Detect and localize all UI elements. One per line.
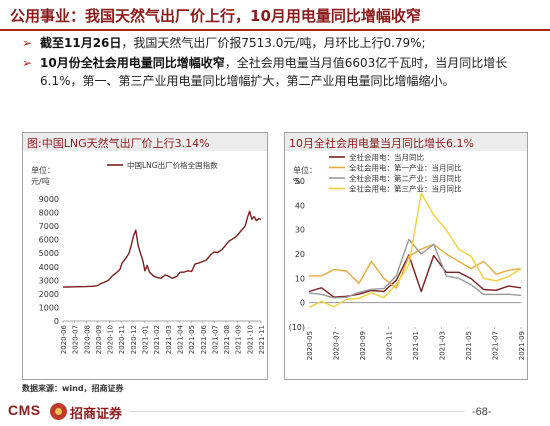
cms-emblem-icon xyxy=(50,403,67,420)
chart-title-bar: 10月全社会用电量当月同比增长6.1% xyxy=(285,133,527,151)
x-tick-label: 2021-03 xyxy=(439,331,447,360)
y-tick-label: 3000 xyxy=(39,276,59,285)
legend-label: 全社会用电：当月同比 xyxy=(349,152,424,162)
x-tick-label: 2020-10 xyxy=(107,325,115,354)
y-tick-label: 0 xyxy=(54,317,59,326)
y-axis-unit-label: 单位： xyxy=(31,165,55,175)
x-tick-label: 2020-07 xyxy=(72,325,80,354)
x-tick-label: 2021-06 xyxy=(200,324,208,354)
logo-cn-text: 招商证券 xyxy=(70,407,123,422)
footer-rule xyxy=(130,411,465,412)
x-tick-label: 2021-02 xyxy=(153,325,161,354)
bullet-item: ➢ 10月份全社会用电量同比增幅收窄，全社会用电量当月值6603亿千瓦时，当月同… xyxy=(22,54,537,90)
data-source-note: 数据来源：wind，招商证券 xyxy=(22,384,124,393)
series-line xyxy=(308,254,522,298)
chart-title-bar: 图:中国LNG天然气出厂价上行3.14% xyxy=(23,133,267,151)
power-consumption-chart: 单位：% (10) 0 10 20 30 40 50 2020-05 2020-07 2020-09… xyxy=(289,152,526,360)
x-tick-label: 2021-07 xyxy=(492,331,500,360)
x-tick-label: 2021-03 xyxy=(165,325,173,354)
bullet-text: ，全社会用电量当月值6603亿千瓦时，当月同比增长6.1%，第一、第三产业用电量… xyxy=(40,56,508,88)
series-line xyxy=(62,210,262,288)
bullet-strong: 截至11月26日 xyxy=(40,36,122,50)
lng-price-chart-panel: 图:中国LNG天然气出厂价上行3.14% 单位： 元/吨 0 1000 2000 3000… xyxy=(22,132,268,380)
logo-text: CMS xyxy=(8,402,41,418)
x-tick-label: 2021-05 xyxy=(188,325,196,354)
x-tick-label: 2020-12 xyxy=(130,325,138,354)
y-tick-label: 7000 xyxy=(39,222,59,231)
x-tick-label: 2021-09 xyxy=(518,331,526,360)
y-tick-label: 0 xyxy=(300,299,305,308)
y-tick-label: 8000 xyxy=(39,209,59,218)
series-line xyxy=(309,243,522,289)
header-rule xyxy=(0,29,550,31)
x-tick-label: 2020-09 xyxy=(359,331,367,360)
x-tick-label: 2020-11 xyxy=(118,325,126,354)
x-tick-label: 2021-04 xyxy=(176,324,184,354)
y-tick-label: (10) xyxy=(289,323,305,332)
y-tick-label: 2000 xyxy=(39,290,59,299)
series-line xyxy=(308,192,522,309)
x-tick-label: 2021-01 xyxy=(142,325,150,354)
y-tick-label: 10 xyxy=(295,274,305,283)
x-tick-label: 2021-07 xyxy=(211,325,219,354)
lng-price-chart: 单位：元/吨 0 1000 2000 3000 4000 5000 6000 7000 8000 9… xyxy=(31,160,266,354)
x-tick-label: 2021-05 xyxy=(465,331,473,360)
x-tick-label: 2020-11 xyxy=(386,331,394,360)
page-title: 公用事业：我国天然气出厂价上行，10月用电量同比增幅收窄 xyxy=(10,7,421,25)
x-tick-label: 2020-05 xyxy=(306,331,314,360)
chart-title: 10月全社会用电量当月同比增长6.1% xyxy=(289,137,474,150)
page-header: 公用事业：我国天然气出厂价上行，10月用电量同比增幅收窄 xyxy=(0,0,550,31)
y-tick-label: 4000 xyxy=(39,263,59,272)
power-consumption-chart-panel: 10月全社会用电量当月同比增长6.1% 单位：% (10) 0 10 20 30 40 50 2… xyxy=(284,132,528,380)
legend-label: 全社会用电：第三产业：当月同比 xyxy=(349,184,462,194)
bullet-text: ，我国天然气出厂价报7513.0元/吨，月环比上行0.79%; xyxy=(121,36,426,50)
y-tick-label: 40 xyxy=(295,201,305,210)
y-tick-label: 30 xyxy=(295,226,305,235)
chart-title: 图:中国LNG天然气出厂价上行3.14% xyxy=(27,137,210,150)
y-tick-label: 20 xyxy=(295,250,305,259)
x-tick-label: 2021-10 xyxy=(246,325,254,354)
y-tick-label: 50 xyxy=(295,177,305,186)
bullet-marker-icon: ➢ xyxy=(22,56,33,70)
page-number: -68- xyxy=(472,406,492,418)
legend-label: 全社会用电：第一产业：当月同比 xyxy=(349,163,462,173)
x-tick-label: 2020-07 xyxy=(333,331,341,360)
x-tick-label: 2020-06 xyxy=(60,324,68,354)
bullet-strong: 10月份全社会用电量同比增幅收窄 xyxy=(40,56,225,70)
x-tick-label: 2021-08 xyxy=(223,325,231,354)
y-tick-label: 9000 xyxy=(39,195,59,204)
bullet-marker-icon: ➢ xyxy=(22,36,33,50)
y-axis-unit-label: % xyxy=(293,177,301,186)
y-tick-label: 6000 xyxy=(39,236,59,245)
legend-label: 中国LNG出厂价格全国指数 xyxy=(127,160,218,170)
x-tick-label: 2021-01 xyxy=(412,331,420,360)
y-tick-label: 5000 xyxy=(39,249,59,258)
series-line xyxy=(308,238,522,299)
legend-label: 全社会用电：第二产业：当月同比 xyxy=(349,173,462,183)
y-tick-label: 1000 xyxy=(39,303,59,312)
y-axis-unit-label: 元/吨 xyxy=(31,176,50,186)
bullet-list: ➢ 截至11月26日，我国天然气出厂价报7513.0元/吨，月环比上行0.79%… xyxy=(22,34,537,92)
x-tick-label: 2020-08 xyxy=(83,325,91,354)
x-tick-label: 2021-11 xyxy=(258,325,266,354)
y-axis-unit-label: 单位： xyxy=(293,165,317,175)
x-tick-label: 2021-09 xyxy=(235,325,243,354)
bullet-item: ➢ 截至11月26日，我国天然气出厂价报7513.0元/吨，月环比上行0.79%… xyxy=(22,34,537,52)
x-tick-label: 2020-09 xyxy=(95,325,103,354)
